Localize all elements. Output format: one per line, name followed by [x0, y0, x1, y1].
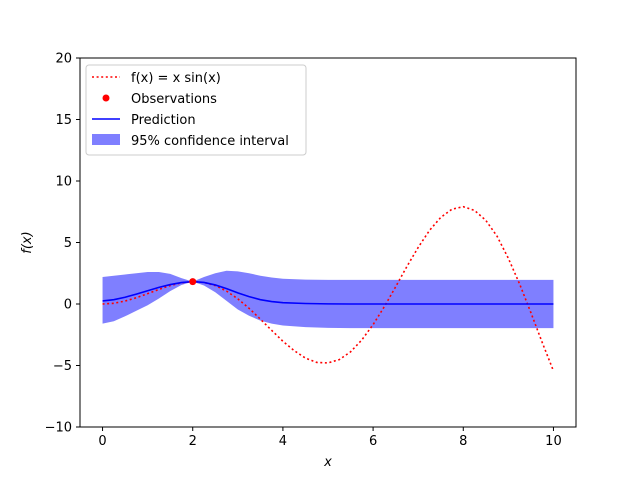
y-tick-label: 10 — [55, 175, 72, 190]
y-tick-label: 0 — [64, 298, 72, 313]
plot-area — [102, 205, 555, 372]
x-tick-label: 8 — [459, 434, 467, 449]
x-tick-label: 2 — [189, 434, 197, 449]
y-axis-label: f(x) — [20, 231, 35, 253]
x-tick-label: 4 — [279, 434, 287, 449]
observation-points — [189, 278, 197, 286]
x-tick-label: 10 — [545, 434, 562, 449]
x-axis-ticks: 0 2 4 6 8 10 — [98, 427, 562, 449]
y-tick-label: −5 — [53, 359, 72, 374]
y-tick-label: 20 — [55, 52, 72, 67]
y-tick-label: −10 — [45, 421, 72, 436]
legend-prediction-label: Prediction — [131, 113, 196, 128]
x-tick-label: 6 — [369, 434, 377, 449]
legend-observations-label: Observations — [131, 92, 217, 107]
legend-true-function-label: f(x) = x sin(x) — [131, 71, 221, 86]
legend-observations-swatch — [102, 94, 110, 102]
prediction-line — [102, 280, 554, 305]
legend-confidence-swatch — [92, 134, 120, 145]
legend-confidence-label: 95% confidence interval — [131, 134, 289, 149]
x-tick-label: 0 — [98, 434, 106, 449]
legend-box — [85, 64, 307, 156]
legend: f(x) = x sin(x) Observations Prediction … — [85, 64, 307, 156]
y-tick-label: 15 — [55, 113, 72, 128]
x-axis-label: x — [323, 455, 332, 470]
y-axis-ticks: −10 −5 0 5 10 15 20 — [45, 52, 80, 436]
observation-point — [189, 278, 197, 286]
y-tick-label: 5 — [64, 236, 72, 251]
